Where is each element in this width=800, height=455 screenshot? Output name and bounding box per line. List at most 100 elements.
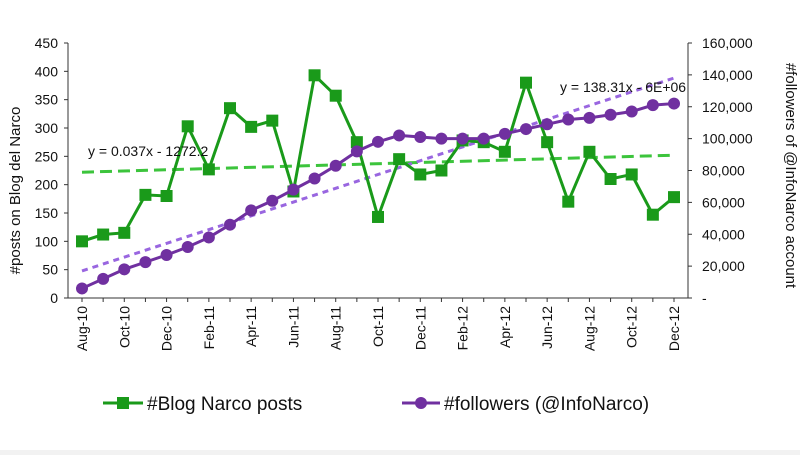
x-tick-label: Oct-12	[624, 306, 640, 348]
posts-point	[372, 210, 384, 223]
followers-point	[181, 241, 194, 253]
right-axis-title: #followers of @InfoNarco account	[782, 63, 799, 289]
x-tick-label: Oct-11	[370, 306, 386, 347]
posts-point	[350, 136, 363, 149]
followers-point	[541, 118, 554, 131]
posts-point	[520, 76, 532, 89]
right-tick-label: 40,000	[702, 226, 745, 242]
followers-point	[668, 97, 680, 110]
left-tick-label: 150	[35, 205, 59, 221]
left-tick-label: 450	[35, 35, 59, 51]
posts-point	[202, 163, 215, 176]
left-tick-label: 0	[50, 290, 58, 306]
right-tick-label: 20,000	[702, 258, 745, 274]
posts-point	[160, 190, 173, 202]
followers-point	[118, 263, 131, 276]
followers-point	[97, 272, 110, 285]
x-tick-label: Dec-11	[412, 306, 428, 350]
left-tick-label: 300	[35, 120, 59, 136]
left-tick-label: 200	[35, 177, 59, 193]
left-tick-label: 50	[42, 262, 58, 278]
x-tick-label: Dec-12	[666, 306, 682, 351]
right-tick-label: -	[702, 290, 707, 306]
posts-point	[97, 228, 110, 241]
followers-point	[308, 172, 321, 185]
posts-point	[668, 191, 680, 204]
followers-point	[625, 105, 638, 118]
x-tick-label: Feb-12	[455, 306, 471, 351]
left-tick-label: 250	[35, 148, 59, 164]
followers-point	[76, 282, 88, 295]
x-tick-label: Jun-11	[285, 306, 301, 348]
x-tick-label: Apr-11	[243, 306, 259, 347]
posts-point	[583, 145, 596, 158]
posts-point	[76, 235, 88, 248]
legend-posts-label: #Blog Narco posts	[147, 394, 302, 415]
followers-trendline-equation: y = 138.31x - 6E+06	[560, 79, 686, 95]
legend-followers-swatch-marker	[415, 397, 427, 409]
followers-point	[287, 183, 300, 196]
followers-trendline	[81, 76, 675, 273]
followers-point	[393, 129, 406, 142]
followers-point	[372, 135, 384, 148]
posts-point	[414, 168, 427, 181]
posts-point	[541, 136, 554, 149]
legend-posts-swatch-marker	[117, 397, 129, 409]
x-tick-label: Feb-11	[201, 306, 217, 350]
left-axis-title: #posts on Blog del Narco	[7, 107, 24, 275]
posts-trendline	[81, 153, 675, 174]
posts-point	[245, 120, 258, 133]
posts-point	[329, 89, 342, 102]
followers-point	[329, 159, 342, 172]
x-tick-label: Apr-12	[497, 306, 513, 348]
followers-point	[562, 113, 575, 126]
posts-point	[181, 120, 194, 133]
posts-point	[139, 188, 152, 201]
followers-point	[498, 127, 511, 140]
left-tick-label: 400	[35, 63, 59, 79]
right-tick-label: 60,000	[702, 194, 745, 210]
right-tick-label: 100,000	[702, 131, 753, 147]
right-tick-label: 140,000	[702, 67, 753, 83]
x-tick-label: Aug-11	[328, 306, 344, 350]
followers-point	[435, 132, 448, 145]
x-tick-label: Jun-12	[539, 306, 555, 349]
followers-point	[414, 131, 427, 144]
x-tick-label: Aug-10	[74, 306, 90, 351]
followers-point	[266, 194, 279, 207]
posts-point	[604, 173, 617, 185]
followers-point	[520, 123, 532, 136]
left-tick-label: 100	[35, 233, 59, 249]
posts-point	[393, 153, 406, 166]
followers-point	[139, 256, 152, 269]
followers-point	[456, 132, 469, 145]
posts-point	[308, 69, 321, 82]
left-tick-label: 350	[35, 92, 59, 108]
followers-point	[350, 145, 363, 158]
posts-point	[646, 208, 659, 221]
followers-point	[202, 231, 215, 244]
x-tick-label: Aug-12	[581, 306, 597, 351]
followers-point	[646, 99, 659, 112]
followers-point	[477, 132, 490, 145]
posts-point	[266, 114, 279, 127]
posts-point	[625, 168, 638, 181]
right-tick-label: 80,000	[702, 163, 745, 179]
right-tick-label: 120,000	[702, 99, 753, 115]
legend-followers-label: #followers (@InfoNarco)	[444, 394, 649, 415]
posts-point	[562, 195, 575, 208]
posts-point	[224, 102, 236, 115]
posts-trendline-equation: y = 0.037x - 1272.2	[88, 143, 208, 159]
followers-point	[245, 204, 258, 217]
followers-point	[604, 108, 617, 121]
followers-point	[583, 111, 596, 124]
posts-point	[498, 145, 511, 158]
posts-point	[118, 226, 131, 239]
posts-point	[435, 164, 448, 177]
x-tick-label: Oct-10	[116, 306, 132, 348]
followers-point	[160, 248, 173, 261]
x-tick-label: Dec-10	[159, 306, 175, 351]
followers-point	[224, 218, 236, 231]
